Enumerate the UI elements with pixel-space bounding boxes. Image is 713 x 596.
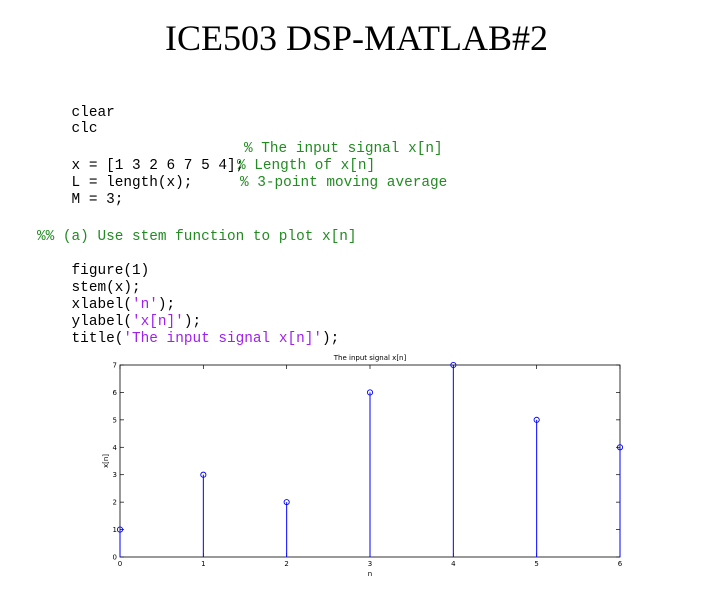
code-section-comment: %% (a) Use stem function to plot x[n] xyxy=(37,229,357,245)
y-tick-label: 6 xyxy=(113,389,118,397)
code-text: clc xyxy=(71,121,98,137)
code-line-length: L = length(x); xyxy=(37,158,193,209)
y-tick-label: 0 xyxy=(113,554,117,562)
x-tick-label: 0 xyxy=(118,560,122,568)
code-text: x = [1 3 2 6 7 5 4]; xyxy=(71,158,245,174)
stem-plot: 0 1 2 3 4 5 6 0 1 2 3 4 5 6 7 The input signal x[n] n x[n… xyxy=(102,354,624,578)
x-tick-label: 4 xyxy=(451,560,456,568)
slide-title: ICE503 DSP-MATLAB#2 xyxy=(164,18,549,58)
stem-marker xyxy=(116,526,124,533)
code-text: ); xyxy=(183,314,202,330)
code-line-clc: clc xyxy=(37,104,98,155)
y-tick-label: 5 xyxy=(113,416,117,424)
code-line-clear: clear xyxy=(37,88,115,139)
code-text: figure(1) xyxy=(71,263,150,279)
y-tick-label: 2 xyxy=(113,499,117,507)
code-text: stem(x); xyxy=(71,280,141,296)
code-text: M = 3; xyxy=(71,192,124,208)
code-line-title: title('The input signal x[n]'); xyxy=(37,314,340,365)
y-tick-label: 4 xyxy=(113,444,118,452)
stem-marker xyxy=(366,389,374,396)
x-tick-label: 6 xyxy=(618,560,623,568)
x-tick-label: 3 xyxy=(368,560,372,568)
stem-marker xyxy=(533,416,540,423)
code-text: ylabel( xyxy=(71,314,132,330)
stem-marker xyxy=(283,499,290,506)
y-tick-label: 1 xyxy=(113,526,117,534)
code-comment-length: % Length of x[n] xyxy=(237,158,376,174)
x-tick-label: 2 xyxy=(284,560,288,568)
x-tick-label: 1 xyxy=(201,560,205,568)
y-tick-label: 7 xyxy=(113,362,117,370)
x-tick-label: 5 xyxy=(534,560,538,568)
code-comment-m: % 3-point moving average xyxy=(240,175,448,191)
code-line-x: x = [1 3 2 6 7 5 4]; xyxy=(37,141,245,192)
y-axis-label: x[n] xyxy=(102,454,110,468)
code-text: clear xyxy=(71,105,115,121)
code-string: 'n' xyxy=(132,297,158,313)
code-text: L = length(x); xyxy=(71,175,193,191)
stem-plot-figure: 0 1 2 3 4 5 6 0 1 2 3 4 5 6 7 The input signal x[n] n x[n… xyxy=(95,350,635,586)
code-line-stem: stem(x); xyxy=(37,263,141,314)
code-text: ); xyxy=(157,297,176,313)
stem-marker xyxy=(450,361,457,369)
code-line-figure: figure(1) xyxy=(37,246,150,297)
code-comment-x: % The input signal x[n] xyxy=(244,141,443,157)
x-axis-label: n xyxy=(368,570,372,578)
code-line-m: M = 3; xyxy=(37,175,124,226)
code-block: clear clc x = [1 3 2 6 7 5 4]; % The inp… xyxy=(37,88,447,347)
stem-marker xyxy=(200,471,207,478)
code-line-xlabel: xlabel('n'); xyxy=(37,280,176,331)
chart-title: The input signal x[n] xyxy=(333,354,407,362)
code-text: title( xyxy=(71,331,124,347)
code-line-ylabel: ylabel('x[n]'); xyxy=(37,297,202,348)
code-string: 'The input signal x[n]' xyxy=(123,331,322,347)
code-text: ); xyxy=(322,331,340,347)
y-tick-label: 3 xyxy=(113,471,117,479)
code-text: xlabel( xyxy=(71,297,132,313)
code-string: 'x[n]' xyxy=(132,314,184,330)
stem-marker xyxy=(616,444,624,451)
